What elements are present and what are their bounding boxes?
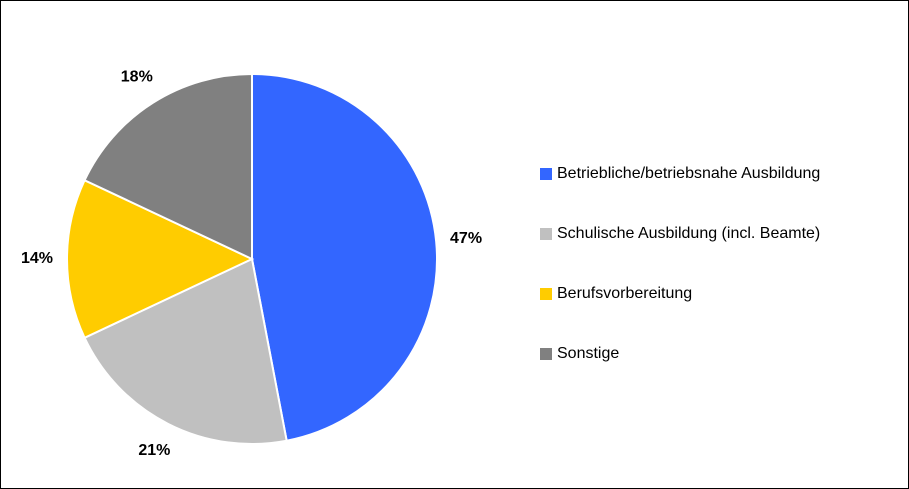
slice-label: 18% xyxy=(121,69,153,86)
pie-slice xyxy=(83,257,288,445)
slice-label: 47% xyxy=(450,230,482,247)
slice-label: 21% xyxy=(138,442,170,459)
pie-slice xyxy=(251,72,438,442)
legend-swatch xyxy=(540,348,552,360)
legend-label: Sonstige xyxy=(557,345,619,362)
legend-swatch xyxy=(540,168,552,180)
pie-slice xyxy=(83,72,253,261)
pie-slice xyxy=(66,178,255,340)
legend-swatch xyxy=(540,228,552,240)
legend-label: Schulische Ausbildung (incl. Beamte) xyxy=(557,225,820,242)
slice-label: 14% xyxy=(21,250,53,267)
legend-swatch xyxy=(540,288,552,300)
legend-label: Berufsvorbereitung xyxy=(557,285,692,302)
legend-label: Betriebliche/betriebsnahe Ausbildung xyxy=(557,165,820,182)
